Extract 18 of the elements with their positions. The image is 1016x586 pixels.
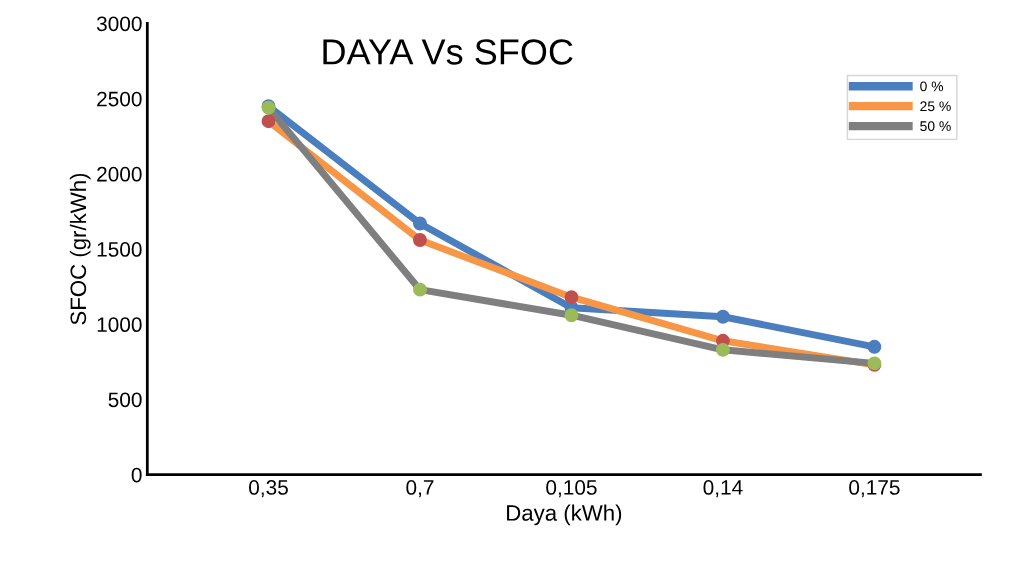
legend-label: 0 % <box>920 81 944 92</box>
y-tick-label: 500 <box>108 392 142 408</box>
legend-label: 50 % <box>920 121 951 132</box>
y-tick-label: 2000 <box>97 166 142 182</box>
y-tick-label: 3000 <box>96 16 142 32</box>
x-tick-label: 0,105 <box>546 480 597 498</box>
y-tick-label: 1500 <box>97 242 142 257</box>
y-axis-title: SFOC (gr/kWh) <box>69 173 91 325</box>
x-tick-label: 0,175 <box>849 480 900 498</box>
legend-label: 25 % <box>920 101 951 112</box>
x-tick-label: 0,7 <box>406 480 434 498</box>
y-tick-label: 1000 <box>97 317 142 333</box>
chart-title: DAYA Vs SFOC <box>323 39 573 65</box>
x-axis-title: Daya (kWh) <box>507 504 622 526</box>
x-tick-label: 0,14 <box>703 480 743 498</box>
x-tick-label: 0,35 <box>249 480 288 498</box>
y-tick-label: 2500 <box>97 91 142 107</box>
y-tick-label: 0 <box>131 467 142 483</box>
